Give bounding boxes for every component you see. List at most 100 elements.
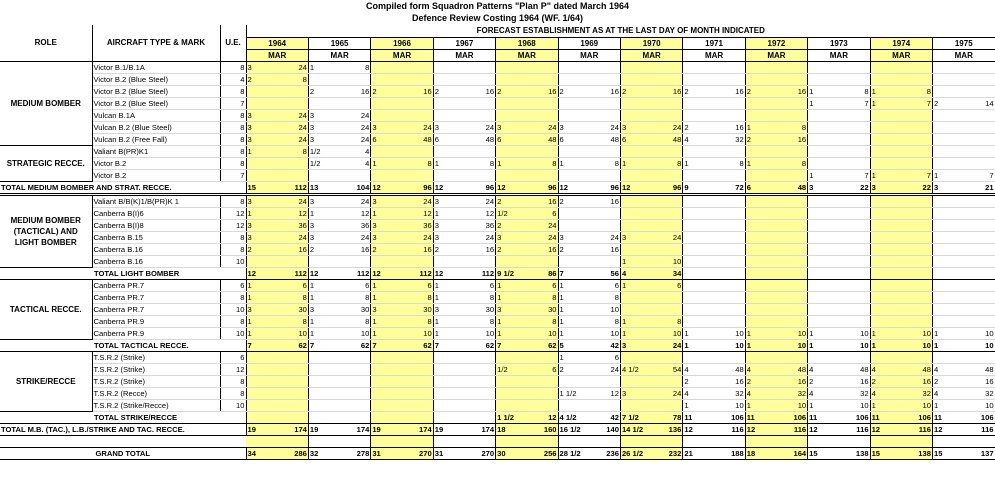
aircraft-value: 21 xyxy=(958,181,995,196)
squadrons-value xyxy=(620,219,647,232)
month-header: MAR xyxy=(495,49,559,62)
aircraft-value: 96 xyxy=(584,181,621,196)
squadrons-value: 4 xyxy=(745,387,772,400)
aircraft-value xyxy=(896,133,933,146)
aircraft-value xyxy=(896,194,933,208)
aircraft-value xyxy=(833,243,871,256)
squadrons-value xyxy=(807,73,834,86)
squadrons-value xyxy=(870,194,897,208)
squadrons-value xyxy=(932,194,959,208)
squadrons-value xyxy=(495,97,522,110)
squadrons-value: 1 xyxy=(682,327,710,340)
squadrons-value xyxy=(932,351,959,364)
ue-value: 8 xyxy=(219,291,247,304)
squadrons-value: 3 xyxy=(246,231,273,244)
aircraft-value: 24 xyxy=(334,133,372,146)
aircraft-value: 16 xyxy=(584,243,621,256)
squadrons-value xyxy=(870,145,897,158)
squadrons-value xyxy=(932,219,959,232)
aircraft-value xyxy=(771,279,809,292)
table-row: Victor B.2 8 1/2 4 1 8 1 8 1 8 1 8 1 8 1 8 1 8 xyxy=(0,157,995,170)
squadrons-value: 1 xyxy=(246,315,273,328)
squadrons-value: 1 xyxy=(558,291,585,304)
squadrons-value xyxy=(558,109,585,122)
squadrons-value xyxy=(932,85,959,98)
squadrons-value: 3 xyxy=(370,231,398,244)
aircraft-value xyxy=(459,351,497,364)
squadrons-value xyxy=(370,97,398,110)
aircraft-name: Vulcan B.2 (Blue Steel) xyxy=(92,121,220,134)
squadrons-value xyxy=(807,231,834,244)
aircraft-value: 12 xyxy=(397,207,434,220)
squadrons-value: 4 xyxy=(870,363,897,376)
table-row: MEDIUM BOMBER Victor B.1/B.1A 8 3 24 1 8 xyxy=(0,61,995,146)
squadrons-value: 4 1/2 xyxy=(558,411,585,424)
squadrons-value xyxy=(932,133,959,146)
aircraft-value xyxy=(584,97,621,110)
squadrons-value: 4 xyxy=(932,363,959,376)
squadrons-value xyxy=(370,387,398,400)
squadrons-value: 3 xyxy=(433,219,460,232)
squadrons-value: 1 xyxy=(870,169,897,182)
aircraft-value xyxy=(709,279,746,292)
aircraft-value: 48 xyxy=(397,133,434,146)
squadrons-value xyxy=(745,231,772,244)
aircraft-value xyxy=(272,399,309,412)
aircraft-value xyxy=(896,109,933,122)
aircraft-value xyxy=(646,109,684,122)
squadrons-value: 1 xyxy=(558,303,585,316)
aircraft-value xyxy=(896,61,933,74)
table-row: Vulcan B.1A 8 3 24 3 24 xyxy=(0,109,995,122)
aircraft-name: Valiant B/B(K)1/B(PR)K 1 xyxy=(92,194,220,208)
aircraft-value: 16 xyxy=(272,243,309,256)
squadrons-value: 1 xyxy=(620,327,647,340)
squadrons-value: 2 xyxy=(558,243,585,256)
squadrons-value: 2 xyxy=(870,375,897,388)
role-header: ROLE xyxy=(0,25,93,62)
squadrons-value: 1 xyxy=(932,399,959,412)
squadrons-value xyxy=(932,145,959,158)
spacer-cell xyxy=(807,435,871,448)
squadrons-value xyxy=(433,97,460,110)
aircraft-name: Victor B.2 xyxy=(92,157,220,170)
aircraft-value xyxy=(833,279,871,292)
aircraft-value xyxy=(896,207,933,220)
aircraft-value: 10 xyxy=(709,339,746,352)
aircraft-value: 116 xyxy=(771,423,809,436)
spacer-cell xyxy=(246,435,309,448)
table-row: STRIKE/RECCE T.S.R.2 (Strike) 6 1 6 xyxy=(0,351,995,412)
squadrons-value xyxy=(870,267,897,280)
squadrons-value: 1 xyxy=(433,279,460,292)
table-row: Canberra PR.9 10 1 10 1 10 1 10 1 10 1 10 1 10 1 10 1 10 1… xyxy=(0,327,995,340)
aircraft-value xyxy=(709,267,746,280)
squadrons-value xyxy=(370,145,398,158)
squadrons-value: 2 xyxy=(370,85,398,98)
aircraft-name: Vulcan B.2 (Free Fall) xyxy=(92,133,220,146)
squadrons-value: 14 1/2 xyxy=(620,423,647,436)
aircraft-value: 42 xyxy=(584,411,621,424)
aircraft-value: 7 xyxy=(833,97,871,110)
squadrons-value xyxy=(870,255,897,268)
aircraft-value: 10 xyxy=(771,339,809,352)
table-row: Victor B.2 (Blue Steel) 7 1 7 1 7 2 14 xyxy=(0,97,995,110)
aircraft-value xyxy=(334,375,372,388)
squadrons-value xyxy=(620,207,647,220)
aircraft-value: 16 xyxy=(771,85,809,98)
aircraft-name: T.S.R.2 (Strike) xyxy=(92,375,220,388)
ue-value: 8 xyxy=(219,231,247,244)
aircraft-value xyxy=(833,73,871,86)
squadrons-value: 2 xyxy=(495,85,522,98)
aircraft-value xyxy=(584,169,621,182)
aircraft-value: 62 xyxy=(521,339,559,352)
aircraft-value: 160 xyxy=(521,423,559,436)
squadrons-value: 3 xyxy=(620,387,647,400)
squadrons-value: 1 xyxy=(932,339,959,352)
squadrons-value xyxy=(745,109,772,122)
spacer-cell xyxy=(433,435,497,448)
squadrons-value: 1 xyxy=(620,255,647,268)
aircraft-value: 62 xyxy=(272,339,309,352)
aircraft-value xyxy=(584,73,621,86)
aircraft-value xyxy=(958,73,995,86)
squadrons-value xyxy=(370,351,398,364)
squadrons-value: 6 xyxy=(620,133,647,146)
